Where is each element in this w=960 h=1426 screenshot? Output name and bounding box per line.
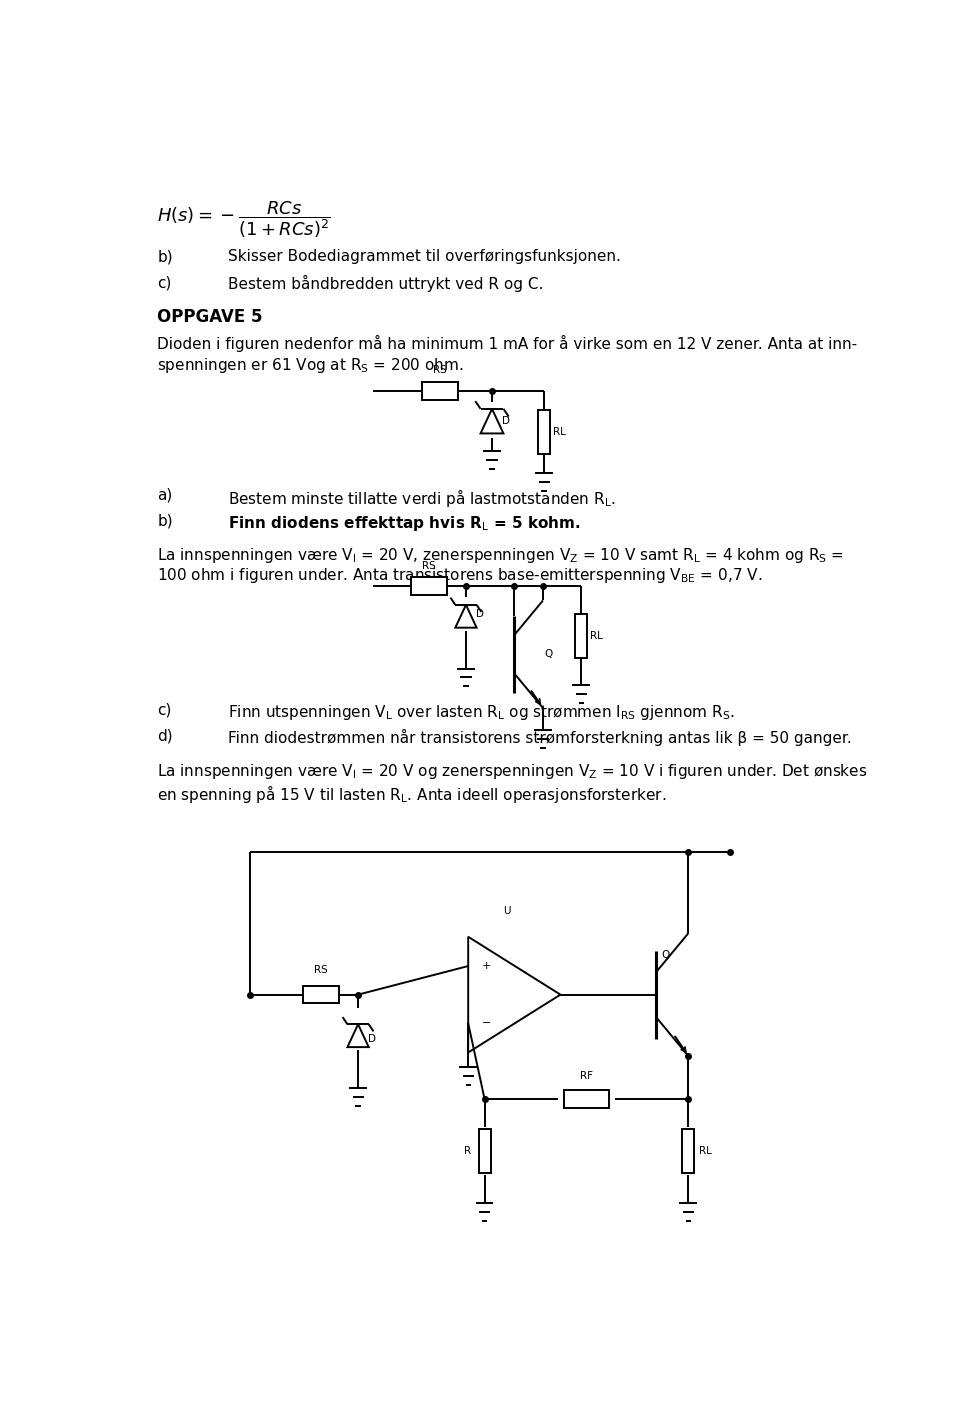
Bar	[683, 1129, 694, 1174]
Text: RL: RL	[699, 1147, 711, 1156]
Text: Bestem minste tillatte verdi på lastmotstanden R$_{\mathrm{L}}$.: Bestem minste tillatte verdi på lastmots…	[228, 488, 615, 509]
Bar	[422, 382, 458, 399]
Text: U: U	[503, 906, 511, 915]
Text: RF: RF	[580, 1071, 593, 1081]
Bar	[575, 613, 588, 657]
Text: $H(s) = -\dfrac{RCs}{(1+RCs)^2}$: $H(s) = -\dfrac{RCs}{(1+RCs)^2}$	[157, 200, 331, 240]
Bar	[564, 1089, 609, 1108]
Text: D: D	[475, 609, 484, 619]
Text: D: D	[502, 416, 510, 426]
Text: spenningen er 61 Vog at R$_{\mathrm{S}}$ = 200 ohm.: spenningen er 61 Vog at R$_{\mathrm{S}}$…	[157, 355, 464, 375]
Text: −: −	[482, 1018, 492, 1028]
Text: c): c)	[157, 275, 172, 291]
Text: d): d)	[157, 729, 173, 744]
Text: Finn utspenningen V$_{\mathrm{L}}$ over lasten R$_{\mathrm{L}}$ og strømmen I$_{: Finn utspenningen V$_{\mathrm{L}}$ over …	[228, 703, 734, 722]
Text: 100 ohm i figuren under. Anta transistorens base-emitterspenning V$_{\mathrm{BE}: 100 ohm i figuren under. Anta transistor…	[157, 566, 762, 586]
Text: Dioden i figuren nedenfor må ha minimum 1 mA for å virke som en 12 V zener. Anta: Dioden i figuren nedenfor må ha minimum …	[157, 335, 857, 352]
Text: RS: RS	[433, 365, 446, 375]
Bar	[539, 409, 550, 453]
Text: La innspenningen være V$_{\mathrm{I}}$ = 20 V og zenerspenningen V$_{\mathrm{Z}}: La innspenningen være V$_{\mathrm{I}}$ =…	[157, 761, 868, 781]
Text: Bestem båndbredden uttrykt ved R og C.: Bestem båndbredden uttrykt ved R og C.	[228, 275, 543, 292]
Text: Finn diodens effekttap hvis R$_{\mathrm{L}}$ = 5 kohm.: Finn diodens effekttap hvis R$_{\mathrm{…	[228, 513, 581, 533]
Bar	[411, 578, 446, 595]
Text: en spenning på 15 V til lasten R$_{\mathrm{L}}$. Anta ideell operasjonsforsterke: en spenning på 15 V til lasten R$_{\math…	[157, 783, 666, 804]
Text: RL: RL	[590, 630, 603, 640]
Text: Q: Q	[544, 649, 553, 659]
Text: c): c)	[157, 703, 172, 717]
Text: RS: RS	[314, 965, 327, 975]
Text: RS: RS	[421, 560, 436, 570]
Bar	[303, 985, 339, 1004]
Text: D: D	[368, 1034, 375, 1044]
Text: b): b)	[157, 250, 173, 264]
Text: +: +	[482, 961, 492, 971]
Bar	[479, 1129, 491, 1174]
Text: OPPGAVE 5: OPPGAVE 5	[157, 308, 263, 327]
Text: La innspenningen være V$_{\mathrm{I}}$ = 20 V, zenerspenningen V$_{\mathrm{Z}}$ : La innspenningen være V$_{\mathrm{I}}$ =…	[157, 546, 844, 565]
Text: Skisser Bodediagrammet til overføringsfunksjonen.: Skisser Bodediagrammet til overføringsfu…	[228, 250, 621, 264]
Text: RL: RL	[553, 426, 565, 436]
Text: b): b)	[157, 513, 173, 529]
Text: R: R	[464, 1147, 471, 1156]
Text: Finn diodestrømmen når transistorens strømforsterkning antas lik β = 50 ganger.: Finn diodestrømmen når transistorens str…	[228, 729, 852, 746]
Text: Q: Q	[661, 950, 670, 960]
Text: a): a)	[157, 488, 173, 502]
